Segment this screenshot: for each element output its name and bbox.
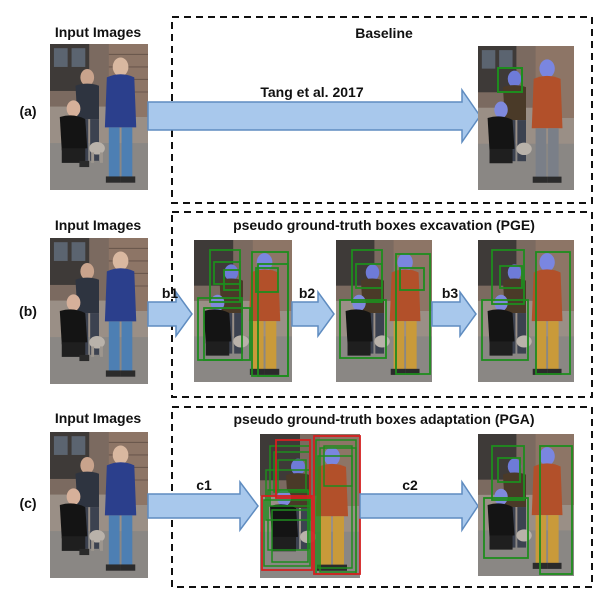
row-b: (b) Input Images pseudo ground-truth box…: [19, 211, 593, 398]
row-b-input-image: [50, 238, 148, 384]
row-b-panel-title: pseudo ground-truth boxes excavation (PG…: [233, 217, 535, 233]
pge-step3-boxes: [481, 249, 571, 375]
row-b-arrow-b1: [147, 289, 193, 339]
row-b-arrow-b2-label: b2: [299, 285, 316, 301]
row-c-arrow-c2: [359, 479, 479, 533]
row-b-arrow-b3-label: b3: [442, 285, 459, 301]
row-b-arrow-b2: [291, 289, 335, 339]
row-b-arrow-b1-label: b1: [162, 285, 179, 301]
row-c-input-image: [50, 432, 148, 578]
row-a-label: (a): [19, 103, 36, 119]
row-a-arrow-label: Tang et al. 2017: [260, 84, 363, 100]
pge-step2-boxes: [339, 249, 431, 375]
row-a-arrow: [147, 87, 481, 145]
row-a: (a) Input Images Baseline Tang et al. 20…: [19, 16, 593, 204]
row-c-arrow-c1: [147, 479, 259, 533]
row-b-arrow-b3: [431, 289, 477, 339]
pge-step2-image: [336, 240, 432, 382]
row-a-input-image: [50, 44, 148, 190]
row-a-panel-title: Baseline: [355, 25, 413, 41]
row-c-arrow-c2-label: c2: [402, 477, 418, 493]
row-c-label: (c): [19, 495, 36, 511]
row-c-input-caption: Input Images: [55, 410, 142, 426]
row-b-input-caption: Input Images: [55, 217, 142, 233]
row-b-label: (b): [19, 303, 37, 319]
row-c-panel-title: pseudo ground-truth boxes adaptation (PG…: [234, 411, 535, 427]
row-a-output-image: [478, 46, 574, 190]
pge-step1-boxes: [197, 249, 289, 377]
row-a-input-caption: Input Images: [55, 24, 142, 40]
row-c-arrow-c1-label: c1: [196, 477, 212, 493]
pga-final-boxes: [483, 445, 573, 575]
row-a-detection-box: [497, 67, 523, 93]
row-c: (c) Input Images pseudo ground-truth box…: [19, 406, 593, 588]
